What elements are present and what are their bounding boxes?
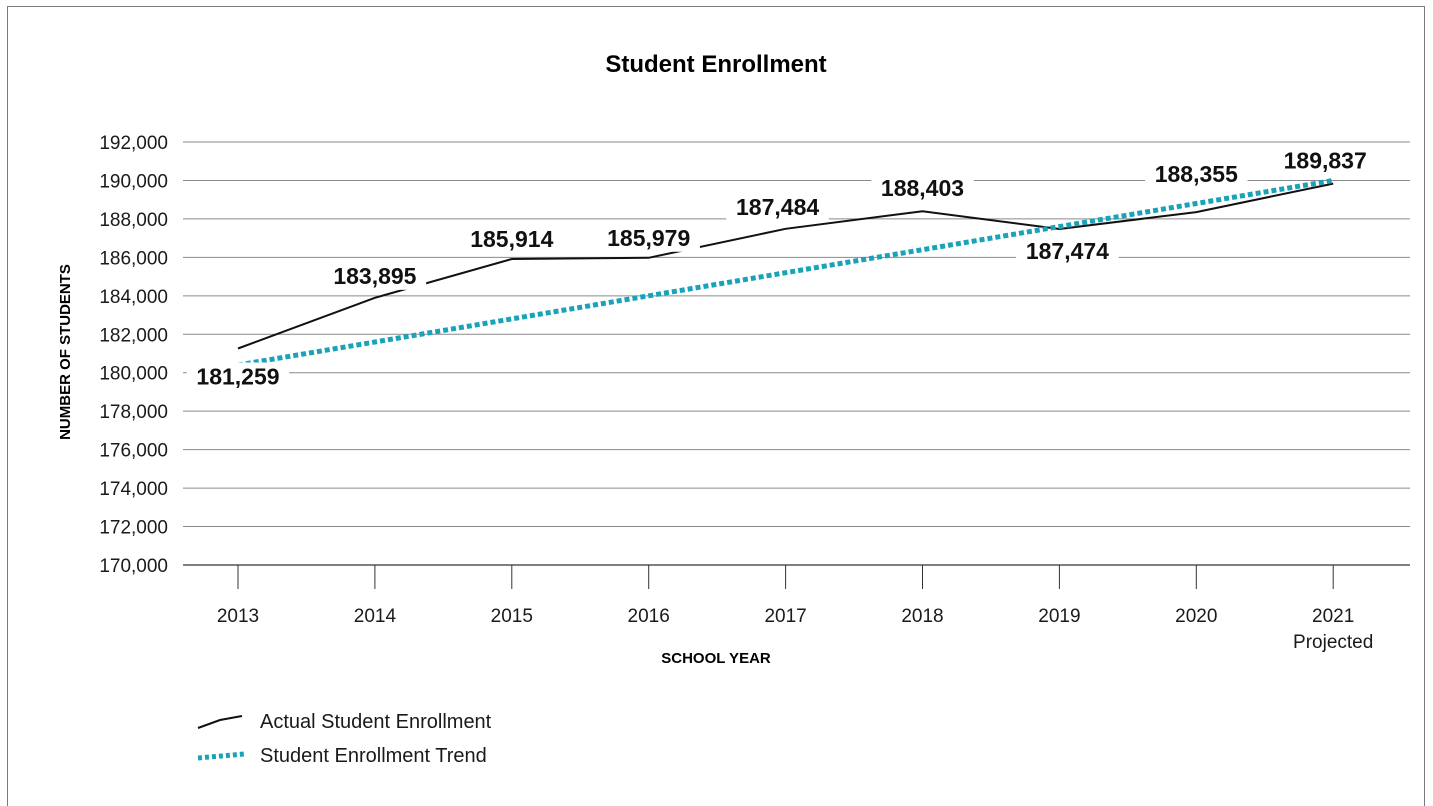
x-tick-label: 2020: [1175, 606, 1217, 627]
data-label-background: [186, 362, 290, 391]
data-label-background: [1016, 237, 1119, 266]
legend-label-actual: Actual Student Enrollment: [260, 710, 492, 733]
data-label: 185,914: [470, 226, 553, 252]
data-label-background: [323, 261, 427, 290]
legend-solid-line-swatch: [197, 715, 243, 729]
x-tick-label: 2019: [1038, 606, 1080, 627]
data-label: 188,403: [881, 175, 964, 201]
legend-label-trend: Student Enrollment Trend: [260, 744, 487, 767]
y-tick-label: 186,000: [99, 248, 168, 269]
y-axis-label: NUMBER OF STUDENTS: [57, 264, 74, 440]
y-tick-label: 188,000: [99, 210, 168, 231]
y-tick-label: 170,000: [99, 556, 168, 577]
data-label-background: [460, 225, 564, 254]
x-tick-label: 2016: [628, 606, 670, 627]
data-label: 183,895: [333, 263, 416, 289]
data-label-background: [726, 192, 829, 221]
y-tick-label: 190,000: [99, 171, 168, 192]
x-tick-label: 2014: [354, 606, 397, 627]
legend-item-trend: Student Enrollment Trend: [196, 739, 491, 773]
y-tick-label: 184,000: [99, 287, 168, 308]
data-label-background: [1273, 146, 1377, 175]
y-tick-label: 176,000: [99, 441, 168, 462]
x-tick-label: 2021: [1312, 606, 1354, 627]
trend-line: [237, 178, 1334, 368]
chart-frame: [7, 6, 1425, 806]
data-label: 185,979: [607, 225, 690, 251]
y-tick-label: 174,000: [99, 479, 168, 500]
data-label: 188,355: [1155, 161, 1238, 187]
x-tick-label: 2015: [491, 606, 533, 627]
x-tick-label: 2013: [217, 606, 259, 627]
y-tick-label: 178,000: [99, 402, 168, 423]
y-tick-label: 182,000: [99, 325, 168, 346]
x-axis-label: SCHOOL YEAR: [661, 650, 771, 667]
x-tick-sublabel: Projected: [1293, 632, 1373, 653]
data-label: 187,484: [736, 194, 819, 220]
data-label: 189,837: [1284, 148, 1367, 174]
y-tick-label: 192,000: [99, 133, 168, 154]
legend: Actual Student Enrollment Student Enroll…: [196, 705, 491, 773]
data-label-background: [1145, 160, 1248, 189]
data-label-background: [597, 223, 700, 252]
x-tick-label: 2018: [901, 606, 943, 627]
data-label: 181,259: [196, 364, 279, 390]
chart-title: Student Enrollment: [605, 51, 826, 78]
legend-dotted-line-swatch: [197, 751, 245, 761]
data-label: 187,474: [1026, 238, 1109, 264]
y-tick-label: 172,000: [99, 518, 168, 539]
y-tick-label: 180,000: [99, 364, 168, 385]
data-label-background: [871, 174, 974, 203]
legend-item-actual: Actual Student Enrollment: [196, 705, 491, 739]
x-tick-label: 2017: [764, 606, 806, 627]
